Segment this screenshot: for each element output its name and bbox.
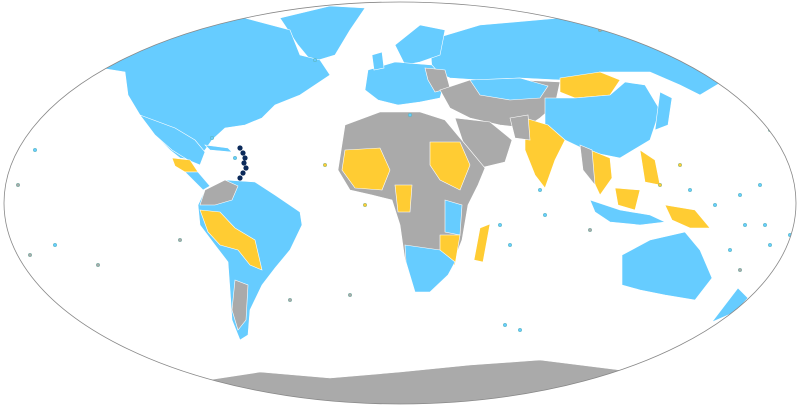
island-dot	[538, 187, 543, 192]
kazakhstan	[469, 77, 549, 101]
island-dot	[588, 227, 593, 232]
indonesia	[589, 199, 667, 226]
new-guinea	[664, 204, 711, 229]
caribbean-island-dot	[237, 145, 243, 151]
south-america-yellow	[199, 209, 263, 271]
caribbean-island-dot	[241, 160, 247, 166]
island-dot	[363, 202, 368, 207]
island-dot	[518, 328, 523, 333]
philippines	[639, 149, 661, 186]
east-africa-blue	[444, 199, 463, 236]
island-dot	[28, 252, 33, 257]
island-dot	[503, 323, 508, 328]
madagascar	[473, 223, 491, 263]
patagonia	[231, 279, 249, 331]
island-dot	[498, 222, 503, 227]
island-dot	[658, 182, 663, 187]
caribbean-island-dot	[242, 155, 248, 161]
west-africa-yellow	[341, 147, 391, 191]
cuba	[204, 144, 233, 153]
greenland	[279, 5, 366, 63]
island-dot	[768, 242, 773, 247]
island-dot	[408, 112, 413, 117]
central-america-south	[184, 171, 211, 191]
mexico	[139, 114, 206, 166]
uk	[371, 51, 385, 71]
borneo	[614, 187, 641, 211]
island-dot	[738, 268, 743, 273]
japan-korea	[654, 91, 673, 131]
island-dot	[743, 222, 748, 227]
island-dot	[728, 247, 733, 252]
island-dot	[738, 192, 743, 197]
europe	[364, 61, 446, 106]
island-dot	[33, 147, 38, 152]
island-dot	[713, 202, 718, 207]
caribbean-island-dot	[240, 170, 246, 176]
globe-outline	[3, 1, 797, 405]
island-dot	[53, 242, 58, 247]
island-dot	[783, 263, 788, 268]
island-dot	[95, 263, 100, 268]
north-america	[84, 13, 331, 161]
island-dot	[288, 298, 293, 303]
island-dot	[688, 187, 693, 192]
island-dot	[177, 237, 182, 242]
central-africa-yellow	[394, 184, 413, 213]
new-zealand	[711, 287, 749, 323]
island-dot	[209, 135, 214, 140]
india	[524, 117, 566, 189]
island-dot	[543, 212, 548, 217]
caribbean-island-dot	[243, 165, 249, 171]
island-dot	[348, 293, 353, 298]
island-dot	[508, 242, 513, 247]
island-dot	[763, 222, 768, 227]
island-dot	[323, 162, 328, 167]
sahel-yellow	[429, 141, 471, 191]
island-dot	[232, 155, 237, 160]
pakistan	[509, 114, 531, 141]
south-america-gray	[199, 179, 239, 206]
island-dot	[16, 182, 21, 187]
caribbean-island-dot	[240, 150, 246, 156]
caribbean-island-dot	[237, 175, 243, 181]
island-dot	[678, 162, 683, 167]
island-dot	[758, 182, 763, 187]
antarctica	[149, 359, 681, 404]
southeast-asia-gray	[579, 144, 596, 186]
australia	[621, 231, 713, 301]
southern-africa	[404, 244, 456, 293]
island-dot	[313, 58, 318, 63]
